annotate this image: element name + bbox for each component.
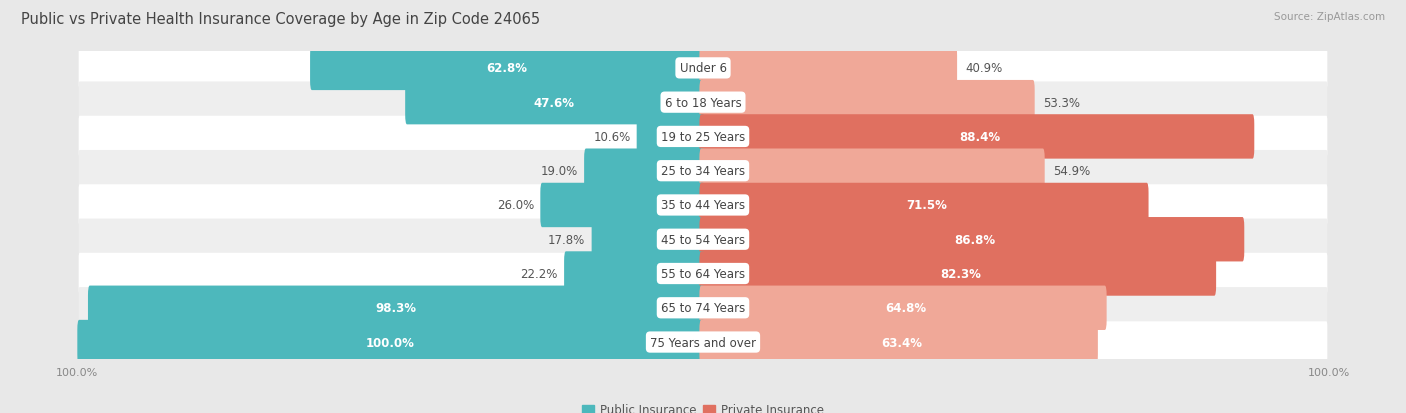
FancyBboxPatch shape <box>699 183 1149 228</box>
Text: 86.8%: 86.8% <box>955 233 995 246</box>
FancyBboxPatch shape <box>79 82 1327 123</box>
FancyBboxPatch shape <box>89 286 704 330</box>
FancyBboxPatch shape <box>540 183 704 228</box>
Text: 17.8%: 17.8% <box>548 233 585 246</box>
FancyBboxPatch shape <box>699 320 1098 364</box>
Text: 64.8%: 64.8% <box>886 301 927 315</box>
Text: 19 to 25 Years: 19 to 25 Years <box>661 131 745 144</box>
Text: 53.3%: 53.3% <box>1043 96 1080 109</box>
Text: 63.4%: 63.4% <box>880 336 922 349</box>
Text: 47.6%: 47.6% <box>534 96 575 109</box>
Text: 6 to 18 Years: 6 to 18 Years <box>665 96 741 109</box>
Text: 45 to 54 Years: 45 to 54 Years <box>661 233 745 246</box>
Text: 10.6%: 10.6% <box>593 131 630 144</box>
FancyBboxPatch shape <box>699 47 957 91</box>
FancyBboxPatch shape <box>637 115 704 159</box>
Text: 88.4%: 88.4% <box>959 131 1000 144</box>
FancyBboxPatch shape <box>699 218 1244 262</box>
FancyBboxPatch shape <box>79 322 1327 363</box>
Text: 35 to 44 Years: 35 to 44 Years <box>661 199 745 212</box>
Text: 75 Years and over: 75 Years and over <box>650 336 756 349</box>
Text: 54.9%: 54.9% <box>1053 165 1090 178</box>
Text: 100.0%: 100.0% <box>366 336 415 349</box>
FancyBboxPatch shape <box>699 252 1216 296</box>
Text: 19.0%: 19.0% <box>541 165 578 178</box>
Text: 22.2%: 22.2% <box>520 267 558 280</box>
FancyBboxPatch shape <box>311 47 704 91</box>
FancyBboxPatch shape <box>79 116 1327 158</box>
FancyBboxPatch shape <box>699 286 1107 330</box>
FancyBboxPatch shape <box>79 151 1327 192</box>
FancyBboxPatch shape <box>592 218 704 262</box>
FancyBboxPatch shape <box>699 81 1035 125</box>
Text: 98.3%: 98.3% <box>375 301 416 315</box>
FancyBboxPatch shape <box>77 320 704 364</box>
Text: 71.5%: 71.5% <box>907 199 948 212</box>
Text: 82.3%: 82.3% <box>941 267 981 280</box>
Text: 65 to 74 Years: 65 to 74 Years <box>661 301 745 315</box>
FancyBboxPatch shape <box>699 115 1254 159</box>
FancyBboxPatch shape <box>79 287 1327 329</box>
Text: 40.9%: 40.9% <box>965 62 1002 75</box>
Text: Public vs Private Health Insurance Coverage by Age in Zip Code 24065: Public vs Private Health Insurance Cover… <box>21 12 540 27</box>
FancyBboxPatch shape <box>564 252 704 296</box>
Text: Under 6: Under 6 <box>679 62 727 75</box>
FancyBboxPatch shape <box>699 149 1045 193</box>
Text: 62.8%: 62.8% <box>486 62 527 75</box>
Text: 55 to 64 Years: 55 to 64 Years <box>661 267 745 280</box>
FancyBboxPatch shape <box>79 253 1327 294</box>
Text: Source: ZipAtlas.com: Source: ZipAtlas.com <box>1274 12 1385 22</box>
Legend: Public Insurance, Private Insurance: Public Insurance, Private Insurance <box>578 399 828 413</box>
FancyBboxPatch shape <box>79 219 1327 260</box>
FancyBboxPatch shape <box>583 149 704 193</box>
FancyBboxPatch shape <box>79 185 1327 226</box>
FancyBboxPatch shape <box>79 48 1327 89</box>
FancyBboxPatch shape <box>405 81 704 125</box>
Text: 26.0%: 26.0% <box>496 199 534 212</box>
Text: 25 to 34 Years: 25 to 34 Years <box>661 165 745 178</box>
